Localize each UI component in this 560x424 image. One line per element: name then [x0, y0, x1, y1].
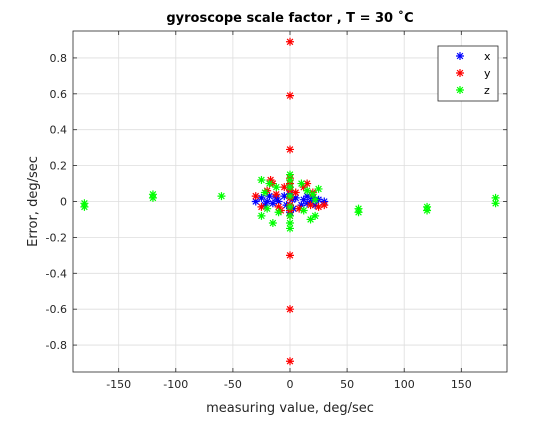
- data-point-y: [286, 251, 294, 260]
- y-tick-label: 0.8: [50, 52, 68, 65]
- data-point-y: [257, 202, 266, 211]
- data-points: [80, 37, 500, 366]
- series-z: [80, 170, 500, 233]
- data-point-y: [291, 188, 300, 197]
- data-point-x: [260, 201, 269, 210]
- axis-ticks: -150 -100 -50 0 50 100 150 -0.8 -0.6 -0.4 -0.2 0 0.2…: [46, 31, 507, 391]
- data-point-y: [314, 202, 323, 211]
- data-point-z: [354, 208, 363, 217]
- legend: xyz: [437, 45, 499, 102]
- data-point-x: [265, 192, 274, 201]
- y-axis-title: Error, deg/sec: [26, 156, 41, 247]
- data-point-y: [251, 192, 260, 201]
- data-point-z: [311, 211, 320, 220]
- data-point-x: [297, 201, 306, 210]
- data-point-z: [297, 179, 306, 188]
- grid: [73, 31, 507, 372]
- legend-marker-y: [456, 69, 464, 77]
- data-point-z: [260, 188, 269, 197]
- data-point-z: [257, 175, 266, 184]
- data-point-y: [286, 305, 294, 314]
- y-tick-label: -0.2: [46, 231, 67, 244]
- data-point-x: [291, 193, 300, 202]
- data-point-y: [286, 91, 294, 100]
- legend-marker-x: [456, 52, 464, 60]
- y-tick-label: -0.4: [46, 267, 67, 280]
- data-point-y: [272, 190, 281, 199]
- data-point-y: [286, 145, 294, 154]
- data-point-y: [320, 201, 329, 210]
- x-tick-label: 0: [287, 378, 294, 391]
- x-tick-label: -150: [106, 378, 131, 391]
- data-point-x: [257, 193, 266, 202]
- data-point-z: [286, 224, 294, 233]
- data-point-x: [251, 197, 260, 206]
- data-point-x: [280, 192, 289, 201]
- y-tick-label: 0: [60, 196, 67, 209]
- data-point-y: [303, 179, 312, 188]
- data-point-z: [286, 175, 294, 184]
- legend-box: [437, 45, 499, 102]
- data-point-z: [308, 190, 317, 199]
- data-point-x: [274, 197, 283, 206]
- y-tick-label: -0.6: [46, 303, 67, 316]
- data-point-z: [491, 193, 500, 202]
- data-point-z: [423, 206, 432, 215]
- x-tick-label: -100: [163, 378, 188, 391]
- data-point-z: [217, 192, 226, 201]
- data-point-y: [286, 357, 294, 366]
- y-tick-label: 0.6: [50, 88, 68, 101]
- data-point-z: [314, 184, 323, 193]
- x-tick-label: 100: [394, 378, 415, 391]
- y-tick-label: 0.2: [50, 160, 68, 173]
- data-point-y: [274, 202, 283, 211]
- legend-label-z: z: [484, 84, 490, 97]
- data-point-y: [280, 183, 289, 192]
- data-point-y: [295, 204, 304, 213]
- data-point-z: [257, 211, 266, 220]
- chart-title: gyroscope scale factor , T = 30 ˚C: [166, 10, 413, 26]
- data-point-z: [148, 190, 157, 199]
- data-point-x: [268, 199, 277, 208]
- legend-label-x: x: [484, 50, 491, 63]
- data-point-z: [311, 195, 320, 204]
- data-point-x: [303, 192, 312, 201]
- data-point-z: [286, 202, 294, 211]
- x-tick-label: 50: [340, 378, 354, 391]
- data-point-z: [306, 215, 315, 224]
- data-point-x: [311, 201, 320, 210]
- data-point-z: [272, 183, 281, 192]
- x-tick-label: 150: [451, 378, 472, 391]
- data-point-z: [286, 170, 294, 179]
- data-point-z: [265, 179, 274, 188]
- data-point-z: [80, 202, 89, 211]
- data-point-y: [286, 37, 294, 46]
- data-point-z: [263, 204, 272, 213]
- data-point-x: [289, 204, 298, 213]
- legend-label-y: y: [484, 67, 491, 80]
- data-point-y: [306, 201, 315, 210]
- x-axis-title: measuring value, deg/sec: [206, 401, 374, 416]
- y-tick-label: -0.8: [46, 339, 67, 352]
- data-point-z: [274, 208, 283, 217]
- data-point-x: [299, 195, 308, 204]
- data-point-z: [286, 192, 294, 201]
- data-point-z: [299, 206, 308, 215]
- data-point-y: [266, 175, 275, 184]
- data-point-z: [268, 219, 277, 228]
- data-point-z: [303, 186, 312, 195]
- y-tick-label: 0.4: [50, 124, 68, 137]
- data-point-z: [286, 183, 294, 192]
- data-point-z: [491, 199, 500, 208]
- data-point-x: [263, 197, 272, 206]
- data-point-y: [299, 183, 308, 192]
- data-point-z: [286, 211, 294, 220]
- legend-marker-z: [456, 86, 464, 94]
- data-point-x: [303, 199, 312, 208]
- data-point-z: [286, 219, 294, 228]
- x-tick-label: -50: [224, 378, 242, 391]
